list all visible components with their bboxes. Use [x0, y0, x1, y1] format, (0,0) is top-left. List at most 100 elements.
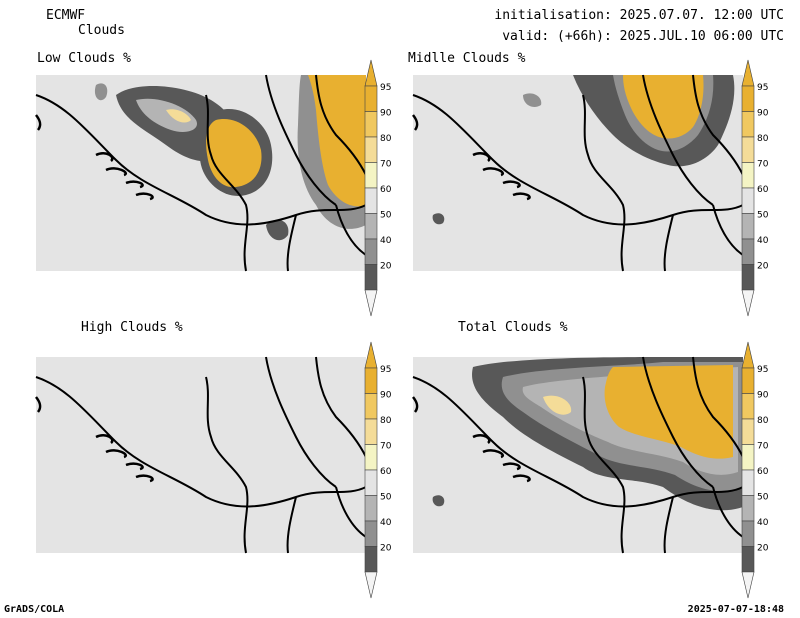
- colorbar-swatch: [364, 187, 378, 214]
- colorbar-swatch: [364, 264, 378, 291]
- colorbar-swatch: [741, 264, 755, 291]
- colorbar-swatch: [741, 418, 755, 445]
- colorbar-level-label: 80: [380, 134, 392, 144]
- colorbar-swatch: [364, 469, 378, 496]
- colorbar-level-label: 95: [380, 83, 391, 93]
- colorbar-level-label: 80: [757, 416, 769, 426]
- colorbar-level-label: 95: [380, 365, 391, 375]
- colorbar-swatch: [741, 520, 755, 547]
- colorbar-top-arrow: [364, 341, 378, 369]
- colorbar-bottom-arrow: [364, 571, 378, 599]
- colorbar-swatch: [364, 520, 378, 547]
- colorbar-high: 95 90 80 70 60 50 40 20: [364, 341, 392, 599]
- colorbar-swatch: [364, 367, 378, 394]
- colorbar-level-label: 40: [380, 518, 392, 528]
- country-borders: [35, 74, 367, 272]
- map-panel-low-clouds: [35, 74, 367, 272]
- colorbar-top-arrow: [741, 341, 755, 369]
- colorbar-level-label: 60: [380, 467, 392, 477]
- colorbar-level-label: 20: [757, 262, 769, 272]
- cloud-field-low: [94, 75, 366, 241]
- cloud-field-middle: [432, 75, 735, 225]
- colorbar-level-label: 40: [380, 236, 392, 246]
- colorbar-swatch: [364, 136, 378, 163]
- colorbar-level-label: 50: [380, 493, 392, 503]
- colorbar-level-label: 60: [757, 467, 769, 477]
- colorbar-swatch: [364, 495, 378, 522]
- colorbar-level-label: 20: [380, 544, 392, 554]
- colorbar-swatch: [741, 162, 755, 189]
- coastline-islands: [35, 396, 154, 483]
- colorbar-bottom-arrow: [741, 289, 755, 317]
- colorbar-level-label: 20: [380, 262, 392, 272]
- colorbar-level-label: 60: [380, 185, 392, 195]
- colorbar-swatch: [741, 111, 755, 138]
- colorbar-level-label: 20: [757, 544, 769, 554]
- colorbar-swatch: [741, 367, 755, 394]
- colorbar-level-label: 70: [757, 442, 769, 452]
- coastline-islands: [35, 114, 154, 201]
- colorbar-level-label: 90: [380, 391, 392, 401]
- colorbar-level-label: 50: [757, 211, 769, 221]
- panel-title-high-clouds: High Clouds %: [81, 320, 183, 335]
- colorbar-level-label: 90: [757, 391, 769, 401]
- model-name: ECMWF: [46, 8, 86, 23]
- map-panel-total-clouds: [412, 356, 744, 554]
- field-name: Clouds: [78, 23, 125, 38]
- map-panel-high-clouds: [35, 356, 367, 554]
- country-borders: [35, 356, 367, 554]
- colorbar-level-label: 40: [757, 236, 769, 246]
- cloud-field-total: [432, 357, 743, 511]
- colorbar-level-label: 40: [757, 518, 769, 528]
- initialisation-time: initialisation: 2025.07.07. 12:00 UTC: [494, 8, 784, 23]
- colorbar-bottom-arrow: [364, 289, 378, 317]
- footer-timestamp: 2025-07-07-18:48: [687, 604, 784, 615]
- colorbar-level-label: 70: [380, 442, 392, 452]
- colorbar-top-arrow: [741, 59, 755, 87]
- panel-title-total-clouds: Total Clouds %: [458, 320, 568, 335]
- colorbar-swatch: [741, 546, 755, 573]
- map-panel-middle-clouds: [412, 74, 744, 272]
- panel-title-middle-clouds: Midlle Clouds %: [408, 51, 526, 66]
- colorbar-low: 95 90 80 70 60 50 40 20: [364, 59, 392, 317]
- colorbar-swatch: [364, 393, 378, 420]
- colorbar-swatch: [741, 187, 755, 214]
- colorbar-level-label: 80: [757, 134, 769, 144]
- colorbar-level-label: 90: [757, 109, 769, 119]
- coastline-islands: [412, 114, 531, 201]
- colorbar-swatch: [741, 444, 755, 471]
- colorbar-level-label: 50: [380, 211, 392, 221]
- colorbar-swatch: [364, 111, 378, 138]
- country-borders: [412, 74, 744, 272]
- colorbar-swatch: [364, 213, 378, 240]
- colorbar-swatch: [364, 85, 378, 112]
- colorbar-swatch: [741, 393, 755, 420]
- colorbar-total: 95 90 80 70 60 50 40 20: [741, 341, 769, 599]
- colorbar-swatch: [364, 444, 378, 471]
- colorbar-level-label: 70: [757, 160, 769, 170]
- colorbar-level-label: 60: [757, 185, 769, 195]
- colorbar-middle: 95 90 80 70 60 50 40 20: [741, 59, 769, 317]
- colorbar-swatch: [364, 546, 378, 573]
- colorbar-swatch: [741, 238, 755, 265]
- colorbar-top-arrow: [364, 59, 378, 87]
- colorbar-swatch: [741, 136, 755, 163]
- country-borders: [412, 356, 744, 554]
- colorbar-level-label: 95: [757, 365, 768, 375]
- panel-title-low-clouds: Low Clouds %: [37, 51, 131, 66]
- colorbar-swatch: [364, 418, 378, 445]
- colorbar-swatch: [741, 469, 755, 496]
- footer-software: GrADS/COLA: [4, 604, 65, 615]
- colorbar-swatch: [364, 238, 378, 265]
- colorbar-bottom-arrow: [741, 571, 755, 599]
- colorbar-level-label: 95: [757, 83, 768, 93]
- colorbar-level-label: 50: [757, 493, 769, 503]
- colorbar-swatch: [741, 495, 755, 522]
- colorbar-swatch: [364, 162, 378, 189]
- coastline-islands: [412, 396, 531, 483]
- colorbar-swatch: [741, 85, 755, 112]
- colorbar-level-label: 70: [380, 160, 392, 170]
- colorbar-level-label: 90: [380, 109, 392, 119]
- valid-time: valid: (+66h): 2025.JUL.10 06:00 UTC: [502, 29, 784, 44]
- colorbar-level-label: 80: [380, 416, 392, 426]
